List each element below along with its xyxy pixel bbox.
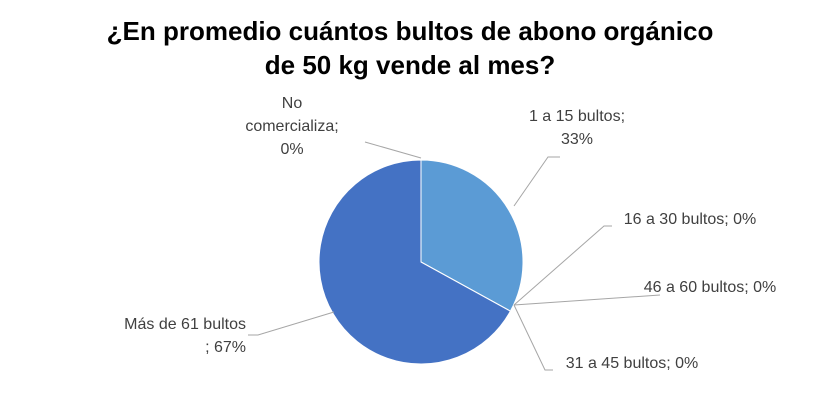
category: 1 a 15 bultos xyxy=(528,108,621,125)
value-label: 0% xyxy=(280,141,304,158)
data-label: 31 a 45 bultos; 0% xyxy=(547,352,717,375)
pie xyxy=(318,159,524,365)
category: 16 a 30 bultos xyxy=(623,211,725,228)
pie-slice xyxy=(420,159,524,312)
leader-line xyxy=(248,311,335,336)
category: No comercializa xyxy=(245,95,335,135)
data-label: 1 a 15 bultos; 33% xyxy=(512,105,642,151)
separator: ; xyxy=(620,108,626,125)
category: 46 a 60 bultos xyxy=(643,279,745,296)
leader-line xyxy=(513,294,661,306)
separator: ; xyxy=(666,355,671,372)
value-label: 67% xyxy=(213,339,246,356)
separator: ; xyxy=(724,211,729,228)
value-label: 0% xyxy=(733,211,757,228)
data-label: 16 a 30 bultos; 0% xyxy=(605,208,775,231)
leader-line xyxy=(513,304,553,371)
leader-line xyxy=(364,141,422,159)
value-label: 0% xyxy=(753,279,777,296)
category: 31 a 45 bultos xyxy=(565,355,667,372)
pie-slice xyxy=(318,159,512,365)
separator: ; xyxy=(334,118,339,135)
value-label: 33% xyxy=(560,131,594,148)
chart-title: ¿En promedio cuántos bultos de abono org… xyxy=(106,16,714,80)
leader-line xyxy=(513,156,560,207)
data-label: Más de 61 bultos ; 67% xyxy=(121,313,246,359)
data-label: 46 a 60 bultos; 0% xyxy=(625,276,795,299)
leader-line xyxy=(513,225,612,306)
separator: ; xyxy=(205,339,210,356)
value-label: 0% xyxy=(675,355,699,372)
data-label: No comercializa; 0% xyxy=(237,92,347,161)
separator: ; xyxy=(744,279,749,296)
category: Más de 61 bultos xyxy=(124,316,246,333)
